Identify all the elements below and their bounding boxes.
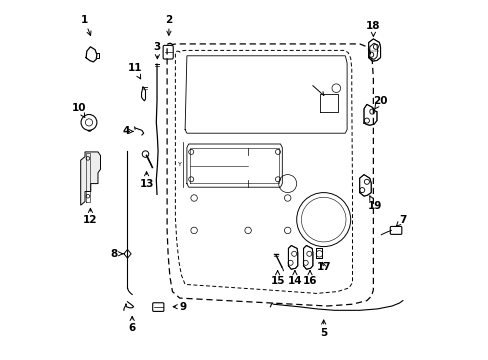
Polygon shape xyxy=(81,152,101,205)
FancyBboxPatch shape xyxy=(389,226,401,234)
Text: 7: 7 xyxy=(395,215,406,226)
Text: 14: 14 xyxy=(287,271,302,286)
Text: 10: 10 xyxy=(72,103,86,117)
Text: 8: 8 xyxy=(110,249,122,259)
Circle shape xyxy=(81,114,97,130)
Text: 1: 1 xyxy=(81,15,91,36)
Text: 17: 17 xyxy=(316,262,330,272)
Text: 4: 4 xyxy=(122,126,133,136)
Text: 11: 11 xyxy=(127,63,142,79)
Text: 5: 5 xyxy=(320,320,326,338)
FancyBboxPatch shape xyxy=(163,45,173,59)
Text: 12: 12 xyxy=(83,208,98,225)
Text: 15: 15 xyxy=(270,271,285,286)
Text: 13: 13 xyxy=(139,172,154,189)
Text: 19: 19 xyxy=(367,196,381,211)
Text: 6: 6 xyxy=(128,316,136,333)
FancyBboxPatch shape xyxy=(152,303,163,311)
Text: 18: 18 xyxy=(366,21,380,36)
Polygon shape xyxy=(368,39,380,61)
Polygon shape xyxy=(359,175,370,196)
Text: Y: Y xyxy=(178,162,182,167)
Circle shape xyxy=(142,151,148,157)
Polygon shape xyxy=(303,246,312,269)
Polygon shape xyxy=(288,246,297,269)
Text: 3: 3 xyxy=(153,42,161,59)
Text: 2: 2 xyxy=(165,15,172,35)
Text: 16: 16 xyxy=(302,271,317,286)
Text: 9: 9 xyxy=(173,302,186,312)
Polygon shape xyxy=(316,248,321,258)
Text: 20: 20 xyxy=(372,96,387,110)
Polygon shape xyxy=(363,104,376,125)
